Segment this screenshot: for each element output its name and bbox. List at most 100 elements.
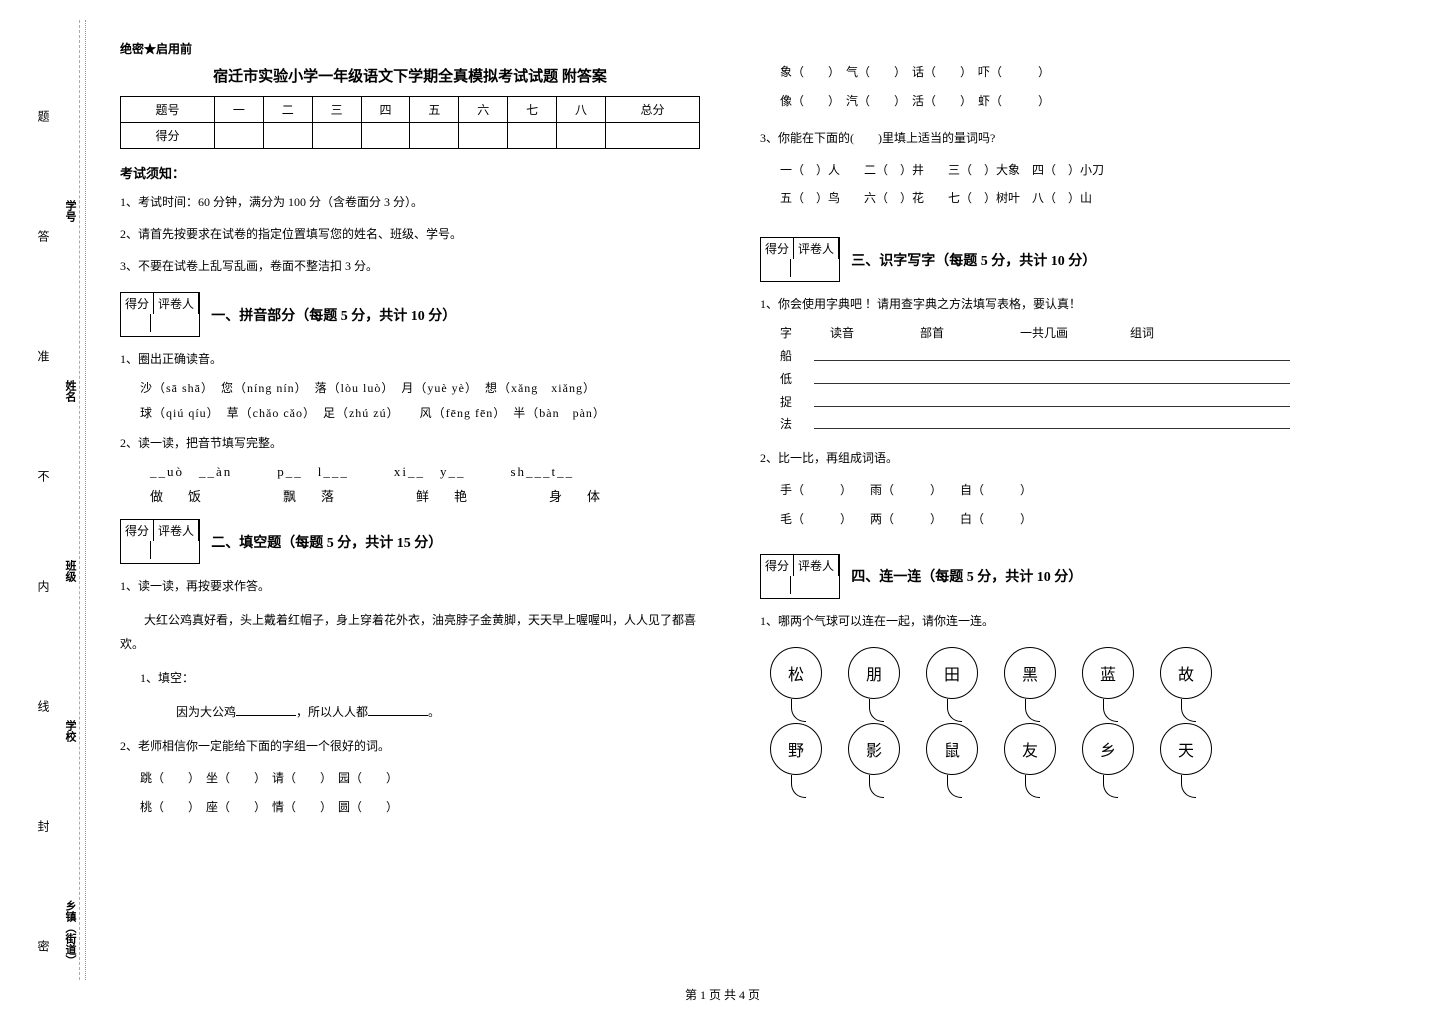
balloon-bottom-1[interactable]: 影: [848, 723, 900, 775]
dict-blank[interactable]: [814, 368, 1290, 384]
dict-char-2: 捉: [780, 391, 814, 414]
grader-person-cell[interactable]: [151, 314, 181, 332]
score-cell[interactable]: [459, 123, 508, 149]
dict-h-word: 组词: [1130, 322, 1154, 345]
s2-q1-passage: 大红公鸡真好看，头上戴着红帽子，身上穿着花外衣，油亮脖子金黄脚，天天早上喔喔叫，…: [120, 608, 700, 656]
grader-person-cell[interactable]: [151, 541, 181, 559]
grader-person-label: 评卷人: [794, 555, 839, 576]
classification-label: 绝密★启用前: [120, 40, 700, 57]
s2-q1: 1、读一读，再按要求作答。: [120, 574, 700, 598]
dict-row: 低: [780, 368, 1340, 391]
balloon-top-2[interactable]: 田: [926, 647, 978, 699]
section-2-title: 二、填空题（每题 5 分，共计 15 分）: [211, 532, 442, 552]
s2-q2-row1: 跳（ ） 坐（ ） 请（ ） 园（ ）: [120, 764, 700, 793]
balloon-top-1[interactable]: 朋: [848, 647, 900, 699]
seal-marker-5: 准: [35, 350, 52, 362]
balloon-col: 松 野: [770, 647, 822, 775]
seal-marker-7: 题: [35, 110, 52, 122]
balloon-bottom-0[interactable]: 野: [770, 723, 822, 775]
score-value-row: 得分: [121, 123, 700, 149]
grader-score-cell[interactable]: [761, 259, 791, 277]
score-cell[interactable]: [214, 123, 263, 149]
grader-box: 得分评卷人: [760, 554, 840, 599]
grader-person-label: 评卷人: [794, 238, 839, 259]
header-cell: 一: [214, 97, 263, 123]
dict-char-3: 法: [780, 413, 814, 436]
dict-row: 船: [780, 345, 1340, 368]
balloon-bottom-5[interactable]: 天: [1160, 723, 1212, 775]
grader-person-cell[interactable]: [791, 259, 821, 277]
s2-q2-row3: 象（ ） 气（ ） 话（ ） 吓（ ）: [760, 58, 1340, 87]
dict-row: 捉: [780, 391, 1340, 414]
binding-edge: [30, 20, 80, 980]
dict-h-char: 字: [780, 322, 830, 345]
grader-box: 得分评卷人: [760, 237, 840, 282]
balloon-top-0[interactable]: 松: [770, 647, 822, 699]
seal-marker-2: 线: [35, 700, 52, 712]
s1-q2: 2、读一读，把音节填写完整。: [120, 431, 700, 455]
dict-char-1: 低: [780, 368, 814, 391]
balloon-col: 故 天: [1160, 647, 1212, 775]
dict-blank[interactable]: [814, 345, 1290, 361]
fill-suffix: 。: [428, 705, 440, 719]
header-cell: 七: [508, 97, 557, 123]
s2-q3: 3、你能在下面的( )里填上适当的量词吗?: [760, 126, 1340, 150]
dict-blank[interactable]: [814, 413, 1290, 429]
dict-h-radical: 部首: [920, 322, 1020, 345]
header-cell: 三: [312, 97, 361, 123]
score-label-cell: 得分: [121, 123, 215, 149]
s2-q3-row2: 五（ ）鸟 六（ ）花 七（ ）树叶 八（ ）山: [760, 184, 1340, 213]
s2-q2-row2: 桃（ ） 座（ ） 情（ ） 圆（ ）: [120, 793, 700, 822]
seal-marker-0: 密: [35, 940, 52, 952]
header-cell: 总分: [605, 97, 699, 123]
s1-q2-pinyin: __uò __àn p__ l___ xi__ y__ sh___t__: [120, 461, 700, 480]
score-cell[interactable]: [263, 123, 312, 149]
score-cell[interactable]: [410, 123, 459, 149]
balloon-bottom-4[interactable]: 乡: [1082, 723, 1134, 775]
grader-score-cell[interactable]: [121, 541, 151, 559]
balloon-area: 松 野 朋 影 田 鼠 黑 友 蓝 乡 故 天: [760, 647, 1340, 775]
s2-q2: 2、老师相信你一定能给下面的字组一个很好的词。: [120, 734, 700, 758]
header-cell: 八: [557, 97, 606, 123]
notice-1: 1、考试时间：60 分钟，满分为 100 分（含卷面分 3 分）。: [120, 190, 700, 214]
score-cell[interactable]: [557, 123, 606, 149]
blank-1[interactable]: [236, 702, 296, 716]
binding-field-school: 学校: [62, 720, 78, 742]
fill-prefix: 因为大公鸡: [140, 705, 236, 719]
notice-heading: 考试须知：: [120, 163, 700, 182]
balloon-col: 田 鼠: [926, 647, 978, 775]
s2-q3-row1: 一（ ）人 二（ ）井 三（ ）大象 四（ ）小刀: [760, 156, 1340, 185]
balloon-col: 朋 影: [848, 647, 900, 775]
grader-score-cell[interactable]: [121, 314, 151, 332]
score-cell[interactable]: [508, 123, 557, 149]
seal-marker-6: 答: [35, 230, 52, 242]
dict-table: 字 读音 部首 一共几画 组词 船 低 捉 法: [760, 322, 1340, 436]
dict-h-pinyin: 读音: [830, 322, 920, 345]
dict-blank[interactable]: [814, 391, 1290, 407]
balloon-top-3[interactable]: 黑: [1004, 647, 1056, 699]
header-cell: 六: [459, 97, 508, 123]
header-cell: 五: [410, 97, 459, 123]
grader-score-label: 得分: [121, 293, 154, 314]
score-cell[interactable]: [605, 123, 699, 149]
seal-marker-1: 封: [35, 820, 52, 832]
balloon-bottom-3[interactable]: 友: [1004, 723, 1056, 775]
blank-2[interactable]: [368, 702, 428, 716]
section-4-title: 四、连一连（每题 5 分，共计 10 分）: [851, 566, 1082, 586]
balloon-top-4[interactable]: 蓝: [1082, 647, 1134, 699]
balloon-top-5[interactable]: 故: [1160, 647, 1212, 699]
s1-q2-chars: 做 饭 飘 落 鲜 艳 身 体: [120, 486, 700, 505]
balloon-bottom-2[interactable]: 鼠: [926, 723, 978, 775]
page-footer: 第 1 页 共 4 页: [0, 986, 1445, 1003]
score-cell[interactable]: [312, 123, 361, 149]
s3-q1: 1、你会使用字典吧 ！请用查字典之方法填写表格，要认真！: [760, 292, 1340, 316]
binding-field-class: 班级: [62, 560, 78, 582]
grader-person-cell[interactable]: [791, 576, 821, 594]
dict-header: 字 读音 部首 一共几画 组词: [780, 322, 1340, 345]
binding-field-township: 乡镇（街道）: [62, 900, 78, 966]
right-column: 象（ ） 气（ ） 话（ ） 吓（ ） 像（ ） 汽（ ） 活（ ） 虾（ ） …: [760, 40, 1340, 822]
grader-score-cell[interactable]: [761, 576, 791, 594]
score-cell[interactable]: [361, 123, 410, 149]
exam-title: 宿迁市实验小学一年级语文下学期全真模拟考试试题 附答案: [120, 65, 700, 86]
balloon-col: 黑 友: [1004, 647, 1056, 775]
